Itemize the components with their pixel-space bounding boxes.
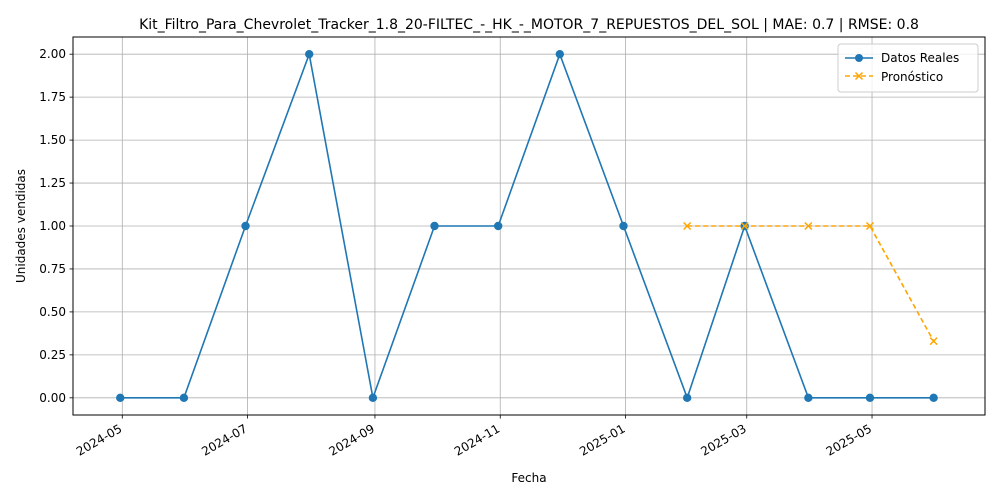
y-tick-label: 0.25 [39, 348, 66, 362]
y-tick-label: 2.00 [39, 47, 66, 61]
y-tick-label: 1.00 [39, 219, 66, 233]
series-line [120, 51, 934, 401]
y-tick-label: 1.25 [39, 176, 66, 190]
data-point [804, 221, 813, 231]
plot-series [116, 49, 938, 403]
legend-marker-forecast [854, 71, 864, 81]
series-forecast [683, 221, 938, 346]
data-point [179, 393, 189, 403]
data-point [682, 393, 692, 403]
data-point-stroke [804, 221, 813, 231]
data-point-stroke [929, 337, 938, 346]
data-point [368, 393, 378, 403]
data-point [804, 393, 813, 403]
data-point [929, 393, 938, 403]
data-point [555, 49, 565, 59]
chart-title: Kit_Filtro_Para_Chevrolet_Tracker_1.8_20… [139, 17, 919, 33]
y-tick-label: 0.75 [39, 262, 66, 276]
data-point [865, 393, 875, 403]
data-point [493, 221, 503, 231]
data-point [865, 221, 875, 231]
y-tick-label: 1.50 [39, 133, 66, 147]
legend-box [837, 43, 979, 93]
data-point [305, 49, 314, 59]
data-point [683, 221, 692, 231]
data-point-stroke [740, 221, 749, 231]
legend-label-actual: Datos Reales [881, 51, 959, 65]
y-tick-label: 0.50 [39, 305, 66, 319]
legend: Datos Reales Pronóstico [837, 43, 979, 93]
data-point [619, 221, 628, 231]
y-axis-label: Unidades vendidas [14, 169, 28, 283]
data-point-stroke [683, 221, 692, 231]
legend-marker-actual [855, 54, 863, 62]
data-point [740, 221, 749, 231]
legend-label-forecast: Pronóstico [881, 70, 943, 84]
data-point [430, 221, 439, 231]
y-tick-label: 1.75 [39, 90, 66, 104]
data-point [929, 337, 938, 346]
y-tick-label: 0.00 [39, 391, 66, 405]
x-axis-label: Fecha [511, 471, 546, 485]
data-point [241, 221, 250, 231]
data-point-stroke [865, 221, 875, 231]
data-point [116, 393, 125, 403]
